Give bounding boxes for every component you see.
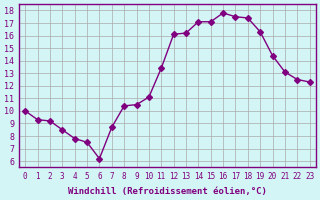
X-axis label: Windchill (Refroidissement éolien,°C): Windchill (Refroidissement éolien,°C) xyxy=(68,187,267,196)
